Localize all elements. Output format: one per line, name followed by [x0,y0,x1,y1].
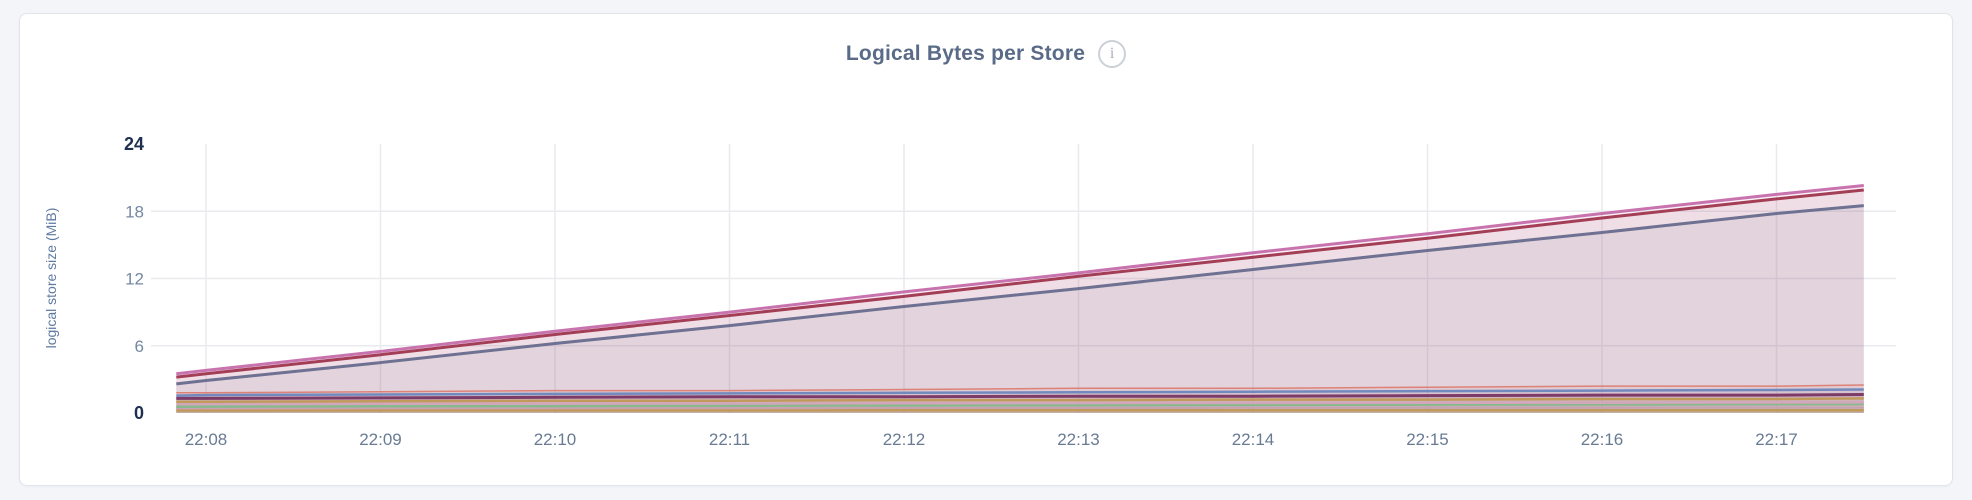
series-5-line [176,388,1864,397]
y-axis-labels-group: 24 18 12 6 0 [124,134,144,423]
series-4-line [176,384,1864,394]
y-tick-label: 6 [135,337,144,356]
y-tick-label: 0 [134,403,144,423]
info-icon[interactable]: i [1098,40,1127,68]
series-lines-group [176,184,1864,412]
series-2-line [176,188,1864,379]
x-tick-label: 22:17 [1755,430,1798,449]
x-tick-label: 22:12 [883,430,926,449]
x-axis-labels-group: 22:08 22:09 22:10 22:11 22:12 22:13 22:14 22:15… [185,430,1798,449]
x-tick-label: 22:14 [1232,430,1275,449]
series-8-line [176,401,1864,406]
x-tick-label: 22:11 [709,430,750,449]
y-axis-title: logical store size (MiB) [43,208,59,349]
y-tick-label: 12 [125,270,144,289]
series-1-line [176,184,1864,376]
series-10-line [176,406,1864,410]
y-tick-label: 24 [124,134,144,154]
series-9-line [176,402,1864,409]
series-7-line [176,397,1864,404]
series-6-line [176,393,1864,400]
series-3-area [176,205,1864,413]
x-tick-label: 22:08 [185,430,228,449]
series-2-area [176,190,1864,413]
x-tick-label: 22:09 [359,430,402,449]
series-3-line [176,204,1864,386]
y-tick-label: 18 [125,202,144,221]
x-tick-label: 22:16 [1581,430,1624,449]
x-tick-label: 22:10 [534,430,577,449]
chart-card: Logical Bytes per Store i 22:08 22:09 22:1… [19,13,1953,486]
chart-header: Logical Bytes per Store i [20,40,1952,68]
chart-svg: 22:08 22:09 22:10 22:11 22:12 22:13 22:14 22:15… [43,134,1896,449]
series-1-area [176,185,1864,413]
x-tick-label: 22:13 [1057,430,1100,449]
plot-hover-region[interactable] [177,144,1864,413]
x-tick-label: 22:15 [1406,430,1449,449]
chart-title: Logical Bytes per Store [845,42,1086,65]
